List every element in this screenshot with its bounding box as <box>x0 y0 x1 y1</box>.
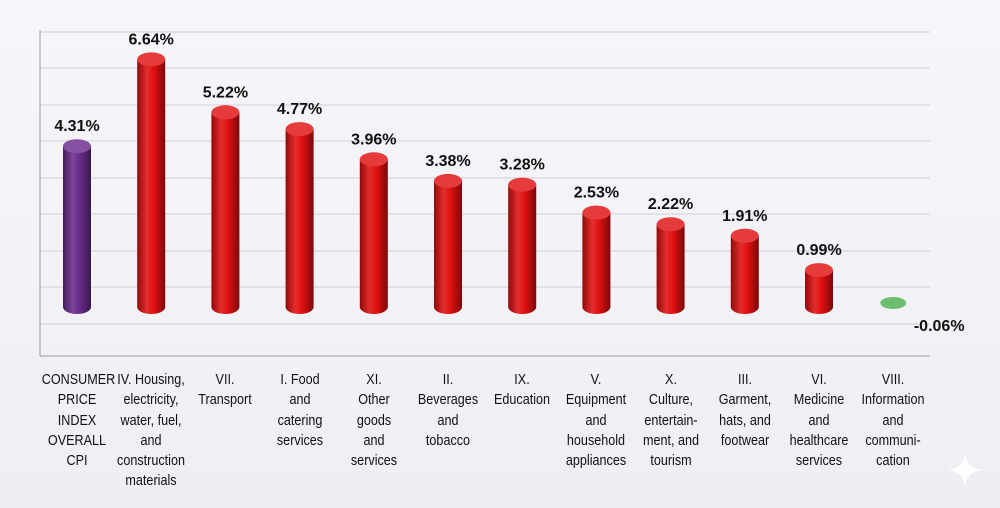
chart-grid <box>40 31 930 325</box>
bar-11 <box>880 297 907 309</box>
bar-body <box>211 112 240 307</box>
value-label: 1.91% <box>722 208 767 225</box>
bar-body <box>359 159 388 307</box>
bar-body <box>582 212 611 307</box>
category-label: X. Culture, entertain- ment, and tourism <box>642 371 699 470</box>
bar-4 <box>359 152 388 314</box>
bar-base <box>359 300 388 314</box>
bar-cap <box>359 152 388 167</box>
category-label: I. Food and catering services <box>276 371 323 449</box>
category-label: VIII. Information and communi- cation <box>861 371 925 470</box>
bar-body <box>63 146 91 307</box>
bar-9 <box>730 228 759 314</box>
category-label: IV. Housing, electricity, water, fuel, a… <box>117 371 186 490</box>
bar-body <box>434 180 462 307</box>
bar-1 <box>137 52 166 314</box>
bar-cap <box>880 297 907 309</box>
chart-value-labels: 4.31% 6.64% 5.22% 4.77% 3.96% 3.38% 3.28% 2.53%… <box>54 31 964 335</box>
bar-cap <box>582 205 611 220</box>
value-label: -0.06% <box>914 318 965 335</box>
category-label: II. Beverages and tobacco <box>417 371 479 449</box>
value-label: 4.31% <box>54 118 99 135</box>
bar-base <box>730 300 759 314</box>
value-label: 2.22% <box>648 196 693 213</box>
bar-body <box>137 59 166 307</box>
bar-7 <box>582 205 611 314</box>
bar-cap <box>805 263 833 278</box>
bar-body <box>730 235 759 307</box>
category-label: XI. Other goods and services <box>350 371 397 470</box>
bar-cap <box>211 105 240 120</box>
bar-base <box>285 300 314 314</box>
sparkle-icon <box>947 452 983 488</box>
category-label: VI. Medicine and healthcare services <box>789 371 849 470</box>
bar-3 <box>285 122 314 314</box>
value-label: 5.22% <box>203 84 248 101</box>
value-label: 3.28% <box>500 157 545 174</box>
bar-cap <box>434 173 462 188</box>
bar-base <box>63 300 91 314</box>
category-label: V. Equipment and household appliances <box>566 371 627 470</box>
category-label: III. Garment, hats, and footwear <box>718 371 772 449</box>
bar-body <box>285 129 314 307</box>
value-label: 0.99% <box>796 242 841 259</box>
bar-cap <box>137 52 166 67</box>
bar-body <box>508 184 537 307</box>
bar-base <box>582 300 611 314</box>
bar-0 <box>63 139 91 314</box>
bar-2 <box>211 105 240 314</box>
bar-6 <box>508 177 537 314</box>
bar-cap <box>656 217 685 232</box>
value-label: 6.64% <box>129 31 174 48</box>
bar-cap <box>508 177 537 192</box>
value-label: 4.77% <box>277 101 322 118</box>
value-label: 3.96% <box>351 131 396 148</box>
bar-base <box>508 300 537 314</box>
bar-cap <box>63 139 91 154</box>
category-label: CONSUMER PRICE INDEX OVERALL CPI <box>41 371 116 470</box>
value-label: 2.53% <box>574 185 619 202</box>
bar-base <box>211 300 240 314</box>
bar-8 <box>656 217 685 314</box>
bar-cap <box>285 122 314 137</box>
bar-base <box>656 300 685 314</box>
category-label: IX. Education <box>494 371 551 409</box>
bar-base <box>805 300 833 314</box>
category-label: VII. Transport <box>198 371 253 409</box>
bar-cap <box>730 228 759 243</box>
bar-10 <box>805 263 833 314</box>
chart-bars <box>63 52 907 314</box>
bar-base <box>137 300 166 314</box>
bar-base <box>434 300 462 314</box>
bar-5 <box>434 173 462 314</box>
bar-body <box>656 224 685 307</box>
value-label: 3.38% <box>425 153 470 170</box>
